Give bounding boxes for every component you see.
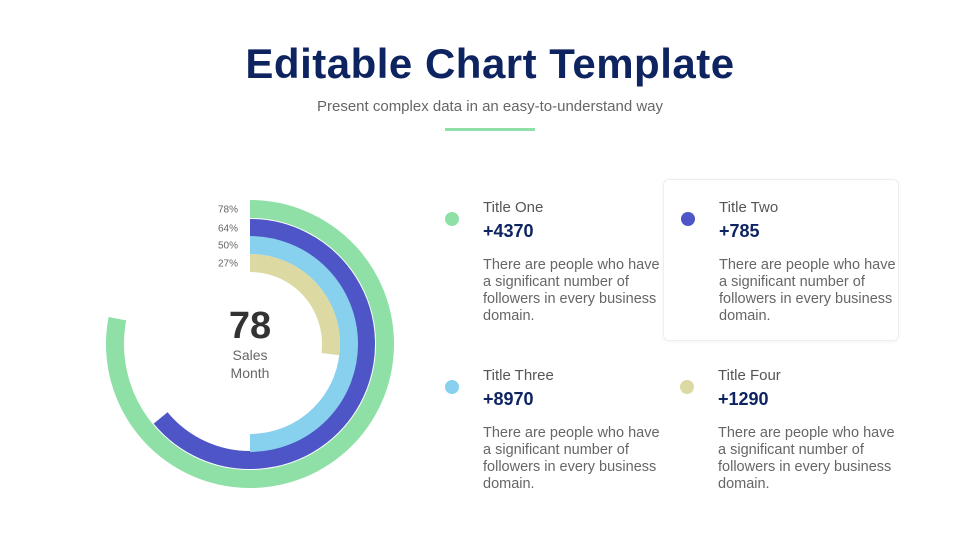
- center-value: 78: [228, 305, 272, 347]
- title-divider: [445, 128, 535, 131]
- radial-bar-50: [249, 236, 358, 452]
- card-description: There are people who have a significant …: [483, 257, 660, 324]
- green-dot-icon: [445, 212, 459, 226]
- radial-bar-78: [106, 200, 394, 488]
- bar-percent-label: 64%: [218, 224, 238, 235]
- card-value: +1290: [718, 389, 769, 409]
- page-title: Editable Chart Template: [245, 40, 735, 87]
- tan-dot-icon: [680, 380, 694, 394]
- card-value: +8970: [483, 389, 534, 409]
- radial-bar-chart: 78% 64% 50% 27%: [106, 200, 394, 488]
- center-label-month: Month: [230, 365, 270, 381]
- card-title: Title Two: [719, 199, 779, 216]
- bar-percent-label: 50%: [218, 241, 238, 252]
- card-description: There are people who have a significant …: [718, 425, 895, 492]
- center-label-sales: Sales: [232, 347, 268, 363]
- stat-card-2: Title Two +785 There are people who have…: [663, 179, 899, 341]
- radial-bar-27: [249, 254, 340, 356]
- page-subtitle: Present complex data in an easy-to-under…: [316, 98, 664, 115]
- card-title: Title One: [483, 199, 544, 216]
- card-value: +785: [719, 221, 760, 241]
- bar-percent-label: 27%: [218, 259, 238, 270]
- light-blue-dot-icon: [445, 380, 459, 394]
- bar-percent-label: 78%: [218, 205, 238, 216]
- card-description: There are people who have a significant …: [719, 257, 896, 324]
- blue-dot-icon: [681, 212, 695, 226]
- card-title: Title Three: [483, 367, 554, 384]
- radial-bar-64: [153, 219, 375, 469]
- stat-card-3: Title Three +8970 There are people who h…: [427, 347, 663, 509]
- stat-card-4: Title Four +1290 There are people who ha…: [662, 347, 898, 509]
- card-description: There are people who have a significant …: [483, 425, 660, 492]
- card-title: Title Four: [718, 367, 781, 384]
- stat-card-1: Title One +4370 There are people who hav…: [427, 179, 663, 341]
- card-value: +4370: [483, 221, 534, 241]
